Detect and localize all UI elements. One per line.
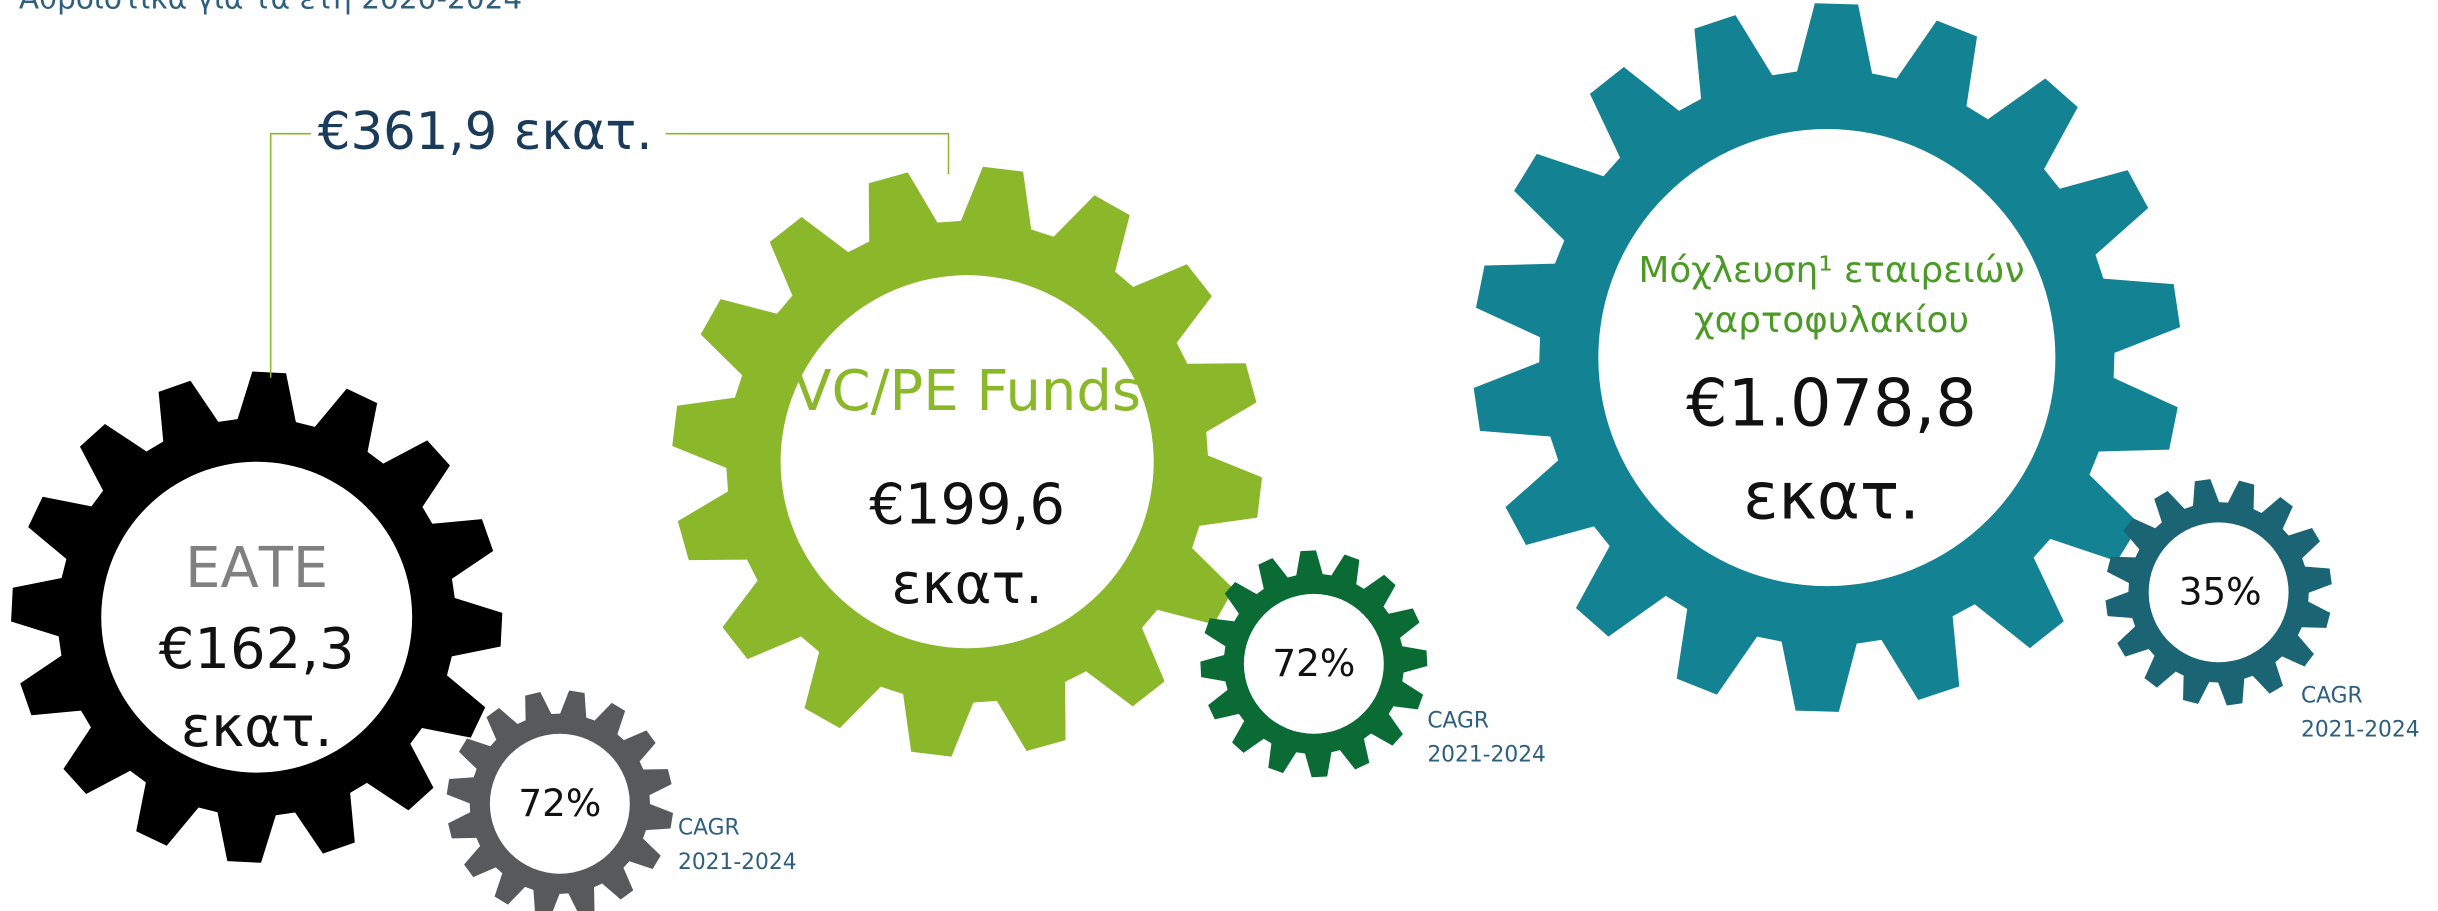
cagr-value: 72%: [518, 781, 601, 825]
cagr-period: 2021-2024: [2301, 718, 2420, 743]
total: €361,9 εκατ.: [318, 102, 653, 162]
gear-unit: εκατ.: [181, 695, 333, 760]
gear-label: ΕΑΤΕ: [185, 536, 328, 601]
cagr-label: CAGR: [1427, 708, 1489, 733]
cagr-label: CAGR: [678, 816, 740, 841]
infographic: Αθροιστικά για τα έτη 2020-2024 €361,9 ε…: [0, 0, 2438, 911]
gear-value: €199,6: [869, 472, 1065, 537]
subtitle: Αθροιστικά για τα έτη 2020-2024: [19, 0, 522, 16]
gear-value: €1.078,8: [1686, 365, 1977, 441]
cagr-label: CAGR: [2301, 683, 2363, 708]
gear-label: VC/PE Funds: [793, 359, 1141, 424]
cagr-period: 2021-2024: [1427, 743, 1546, 768]
gear-value: €162,3: [159, 617, 355, 682]
cagr-value: 35%: [2179, 569, 2262, 613]
gear-unit: εκατ.: [1743, 459, 1920, 535]
gear-label: χαρτοφυλακίου: [1694, 300, 1969, 341]
connector: [271, 134, 311, 378]
gear-unit: εκατ.: [891, 552, 1043, 617]
gear-label: Μόχλευση¹ εταιρειών: [1638, 250, 2024, 291]
connector: [666, 134, 949, 174]
cagr-value: 72%: [1272, 641, 1355, 685]
cagr-period: 2021-2024: [678, 850, 797, 875]
